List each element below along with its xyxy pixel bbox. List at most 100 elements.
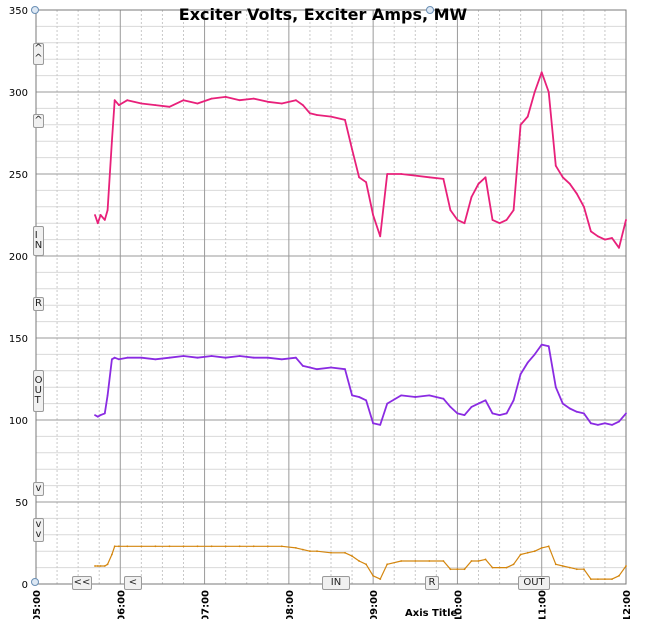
zoom-out-vertical-button[interactable]: O U T (33, 370, 44, 412)
series-2-point (561, 565, 564, 567)
y-tick-label: 350 (9, 6, 28, 17)
series-0-point (238, 99, 241, 102)
series-0-point (604, 238, 606, 241)
series-0-point (463, 222, 466, 225)
series-2-point (618, 574, 620, 577)
series-1-point (103, 412, 106, 415)
series-1-point (96, 415, 99, 418)
series-0-point (547, 91, 550, 93)
zoom-in-horizontal-button[interactable]: IN (322, 576, 350, 590)
y-tick-label: 50 (15, 498, 28, 509)
series-1-point (280, 358, 283, 361)
scroll-up-fast-button[interactable]: ^ ^ (33, 43, 44, 65)
series-2-point (266, 545, 269, 548)
series-2-point (463, 568, 466, 571)
scroll-down-button[interactable]: v (33, 482, 44, 496)
series-1-point (196, 356, 199, 359)
series-0-point (94, 214, 96, 216)
series-1-point (118, 358, 120, 361)
zoom-in-vertical-label: I N (34, 230, 43, 251)
series-0-point (442, 178, 445, 180)
series-1-point (372, 422, 374, 425)
series-1-point (583, 412, 585, 415)
series-2-point (111, 553, 113, 556)
series-0-point (280, 102, 283, 105)
series-1-point (477, 402, 480, 405)
series-0-point (365, 181, 367, 184)
series-1-point (365, 399, 367, 402)
series-1-point (351, 394, 353, 397)
y-tick-label: 250 (9, 170, 28, 181)
series-0-point (618, 246, 620, 249)
scroll-down-fast-label: v v (35, 519, 42, 540)
series-0-point (477, 182, 480, 185)
series-0-point (372, 214, 374, 216)
scroll-left-label: < (128, 577, 138, 588)
series-1-point (168, 356, 171, 359)
series-0-point (168, 105, 171, 108)
series-2-point (449, 568, 452, 571)
series-2-point (484, 558, 487, 561)
y-tick-label: 0 (22, 580, 28, 591)
series-2-point (414, 560, 417, 562)
series-2-point (540, 547, 543, 549)
series-2-point (99, 565, 102, 567)
series-2-point (597, 578, 599, 580)
series-line-1 (94, 343, 627, 426)
series-0-point (428, 176, 431, 179)
series-0-point (512, 209, 515, 212)
series-0-point (484, 176, 487, 179)
series-1-point (252, 356, 255, 359)
series-2-point (94, 565, 96, 567)
scroll-left-fast-button[interactable]: << (72, 576, 92, 590)
scroll-left-button[interactable]: < (124, 576, 142, 590)
series-2-point (505, 566, 508, 569)
series-1-point (484, 399, 487, 402)
zoom-in-vertical-button[interactable]: I N (33, 226, 44, 256)
y-tick-label: 200 (9, 252, 28, 263)
series-0-point (330, 115, 332, 118)
series-0-point (491, 219, 494, 221)
series-2-point (470, 560, 473, 562)
series-2-point (365, 563, 367, 566)
top-right-slider-handle[interactable] (426, 6, 434, 14)
series-1-point (224, 356, 227, 359)
zoom-out-horizontal-button[interactable]: OUT (518, 576, 550, 590)
series-2-point (583, 568, 585, 571)
series-1-point (400, 394, 403, 397)
x-tick-label: 06:00 (116, 590, 127, 619)
series-2-point (182, 545, 185, 548)
series-0-point (379, 235, 382, 238)
series-1-point (491, 412, 494, 415)
series-2-point (477, 560, 480, 562)
series-2-point (604, 578, 606, 580)
reset-horizontal-button[interactable]: R (425, 576, 439, 590)
top-slider-handle[interactable] (31, 6, 39, 14)
series-0-point (519, 123, 522, 126)
series-2-point (168, 545, 171, 548)
series-1-point (590, 422, 592, 425)
series-2-point (512, 563, 515, 566)
reset-horizontal-label: R (428, 577, 436, 588)
series-2-point (196, 545, 199, 548)
series-0-point (295, 99, 297, 102)
series-2-point (103, 565, 106, 567)
series-2-point (498, 566, 501, 569)
series-0-point (358, 176, 360, 179)
scroll-up-button[interactable]: ^ (33, 114, 44, 128)
series-0-point (210, 97, 213, 100)
series-0-point (224, 96, 227, 98)
series-0-point (111, 140, 113, 143)
bottom-slider-handle[interactable] (31, 578, 39, 586)
series-2-point (533, 550, 536, 553)
series-2-point (309, 550, 311, 553)
series-0-point (505, 219, 508, 221)
series-2-point (575, 568, 578, 571)
reset-vertical-button[interactable]: R (33, 297, 44, 311)
series-0-point (386, 173, 389, 175)
series-2-point (625, 565, 627, 567)
series-1-point (533, 353, 536, 356)
scroll-down-fast-button[interactable]: v v (33, 518, 44, 542)
series-1-point (111, 358, 113, 361)
